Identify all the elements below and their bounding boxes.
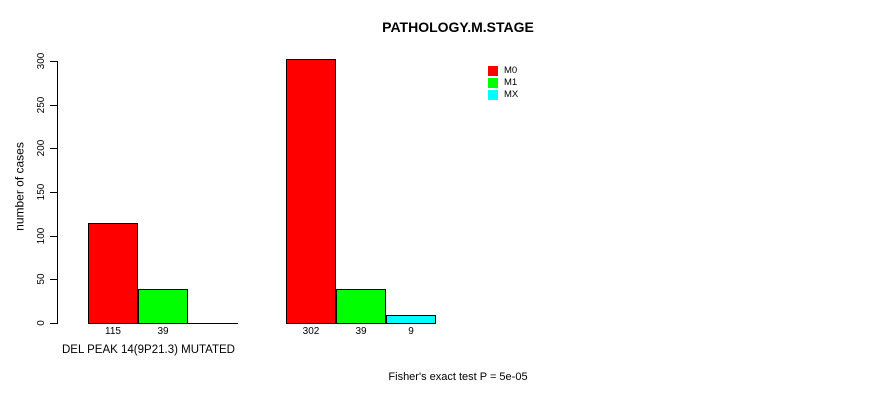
legend-item-mx: MX [488, 89, 518, 101]
y-axis-tick [50, 323, 57, 324]
legend-label: MX [504, 89, 519, 100]
y-axis-tick [50, 236, 57, 237]
bar-value-label: 115 [105, 326, 121, 337]
y-axis-tick-label: 50 [36, 273, 47, 285]
bar-m1 [138, 289, 188, 324]
bar-m0 [286, 59, 336, 324]
y-axis-tick [50, 61, 57, 62]
y-axis-tick [50, 148, 57, 149]
legend: M0 M1 MX [488, 65, 518, 101]
legend-item-m0: M0 [488, 65, 518, 77]
y-axis-line [57, 61, 58, 324]
bar-value-label: 39 [355, 326, 367, 337]
legend-label: M0 [504, 65, 518, 76]
x-axis-title: DEL PEAK 14(9P21.3) MUTATED [62, 344, 235, 356]
y-axis-tick-label: 300 [36, 52, 47, 70]
legend-swatch-m1 [488, 78, 498, 88]
bar-value-label: 302 [302, 326, 320, 337]
y-axis-tick-label: 150 [36, 183, 47, 201]
y-axis-tick [50, 279, 57, 280]
legend-item-m1: M1 [488, 77, 518, 89]
y-axis-tick-label: 200 [36, 139, 47, 157]
y-axis-tick [50, 105, 57, 106]
legend-label: M1 [504, 77, 518, 88]
bar-m1 [336, 289, 386, 324]
bar-value-label: 39 [157, 326, 169, 337]
bar-value-label: 9 [408, 326, 414, 337]
legend-swatch-m0 [488, 66, 498, 76]
chart-title: PATHOLOGY.M.STAGE [382, 19, 534, 35]
bar-m0 [88, 223, 138, 324]
y-axis-tick-label: 100 [36, 227, 47, 245]
stat-test-annotation: Fisher's exact test P = 5e-05 [388, 371, 528, 383]
y-axis-tick [50, 192, 57, 193]
y-axis-tick-label: 250 [36, 96, 47, 114]
legend-swatch-mx [488, 90, 498, 100]
bar-mx [386, 315, 436, 324]
y-axis-tick-label: 0 [36, 320, 47, 326]
